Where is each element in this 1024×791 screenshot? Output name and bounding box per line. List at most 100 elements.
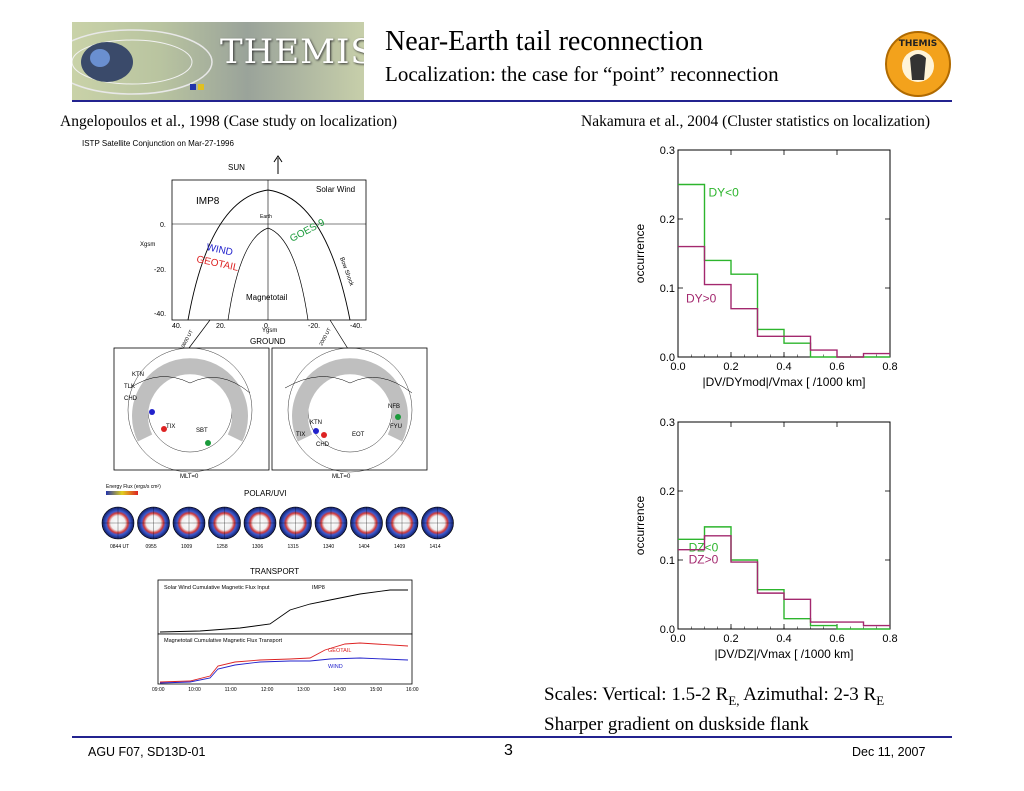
orbit-label-geotail: GEOTAIL: [195, 254, 239, 274]
orbit-panel: IMP8 Solar Wind Earth WIND GEOTAIL GOES-…: [140, 179, 367, 353]
x-tick-label: 0.8: [882, 361, 897, 373]
footer-left: AGU F07, SD13D-01: [88, 745, 206, 759]
station-label: CHD: [124, 396, 138, 402]
sun-label: SUN: [228, 163, 245, 172]
logo-text: THEMIS: [899, 39, 938, 49]
slide-title: Near-Earth tail reconnection: [385, 26, 704, 57]
figure-title: ISTP Satellite Conjunction on Mar-27-199…: [82, 139, 234, 148]
x-axis-label: |DV/DYmod|/Vmax [ /1000 km]: [703, 375, 866, 389]
x-tick-label: 0.4: [776, 361, 791, 373]
sun-arrow-icon: [273, 155, 283, 174]
mlt-label: MLT=0: [180, 474, 199, 480]
station-label: TIX: [166, 424, 175, 430]
histogram-chart-2: 0.0 0.2 0.4 0.6 0.8 0.0 0.1 0.2 0.3 occurrence |DV…: [633, 417, 898, 661]
series-line-DY<0: [678, 183, 890, 358]
series-line-DZ>0: [678, 535, 890, 627]
ground-map-right: KTN TIX CHD EOT FYU NFB MLT=0: [271, 347, 428, 480]
station-label: KTN: [132, 372, 144, 378]
x-tick-label: 0.4: [776, 633, 791, 645]
transport-title: TRANSPORT: [250, 567, 299, 576]
scales-line-1: Scales: Vertical: 1.5-2 RE, Azimuthal: 2…: [544, 684, 885, 708]
energy-flux-label: Energy Flux (ergs/s cm²): [106, 484, 161, 490]
orbit-label-imp8: IMP8: [196, 196, 220, 207]
uvi-time-label: 1306: [252, 544, 263, 550]
y-tick-label: 0.3: [660, 417, 675, 429]
transport-x-ticks: 09:00 10:00 11:00 12:00 13:00 14:00 15:00 16:00: [152, 687, 419, 693]
left-caption: Angelopoulos et al., 1998 (Case study on…: [60, 113, 398, 130]
y-tick-label: 0.2: [660, 214, 675, 226]
x-tick-label: 0.0: [670, 361, 685, 373]
uvi-time-label: 1258: [217, 544, 228, 550]
orbit-xtick: -20.: [308, 323, 320, 330]
orbit-xlabel: Ygsm: [262, 328, 277, 334]
transport-panel-lower: Magnetotail Cumulative Magnetic Flux Tra…: [157, 633, 413, 685]
right-caption: Nakamura et al., 2004 (Cluster statistic…: [581, 113, 931, 130]
transport-x-tick: 15:00: [370, 687, 383, 693]
header-rule: [72, 100, 952, 102]
magnetosphere-graphic: [72, 29, 213, 95]
station-label: TLK: [124, 384, 135, 390]
transport-lower-label: Magnetotail Cumulative Magnetic Flux Tra…: [164, 638, 282, 644]
themis-banner: THEMIS: [72, 22, 364, 100]
slide-subtitle: Localization: the case for “point” recon…: [385, 62, 779, 86]
uvi-time-label: 1315: [288, 544, 299, 550]
transport-lower-geotail: GEOTAIL: [328, 648, 351, 654]
y-tick-label: 0.3: [660, 145, 675, 157]
footer-right: Dec 11, 2007: [852, 745, 926, 759]
x-axis-label: |DV/DZ|/Vmax [ /1000 km]: [715, 647, 854, 661]
x-tick-label: 0.6: [829, 633, 844, 645]
orbit-label-wind: WIND: [205, 242, 233, 258]
series-label: DZ>0: [689, 553, 719, 567]
series-label: DY<0: [709, 186, 740, 200]
transport-x-tick: 10:00: [188, 687, 201, 693]
station-label: NFB: [388, 404, 400, 410]
uvi-time-label: 1340: [323, 544, 334, 550]
uvi-images: 0844 UT 0955 1009 1258 1306 1315 1340 1404 1409 1…: [101, 506, 454, 550]
x-tick-label: 0.8: [882, 633, 897, 645]
orbit-xtick: 20.: [216, 323, 226, 330]
orbit-xtick: 0.: [264, 323, 270, 330]
station-label: FYU: [390, 424, 402, 430]
page-number: 3: [504, 742, 513, 759]
transport-x-tick: 09:00: [152, 687, 165, 693]
orbit-time-right: 2000 UT: [318, 327, 332, 347]
transport-x-tick: 16:00: [406, 687, 419, 693]
station-label: EOT: [352, 432, 365, 438]
series-label: DY>0: [686, 292, 717, 306]
uvi-title: POLAR/UVI: [244, 489, 287, 498]
histogram-chart-1: 0.0 0.2 0.4 0.6 0.8 0.0 0.1 0.2 0.3 occurrence |DV…: [633, 145, 898, 389]
transport-x-tick: 12:00: [261, 687, 274, 693]
y-axis-label: occurrence: [633, 496, 647, 556]
uvi-time-label: 1009: [181, 544, 192, 550]
orbit-label-bow-shock: Bow Shock: [338, 257, 354, 288]
station-label: CHD: [316, 442, 330, 448]
transport-panel-upper: Solar Wind Cumulative Magnetic Flux Inpu…: [157, 579, 413, 635]
orbit-xtick: 40.: [172, 323, 182, 330]
ground-map-left: TLK CHD TIX SBT KTN MLT=0: [113, 347, 270, 480]
uvi-time-label: 1404: [359, 544, 370, 550]
mlt-label: MLT=0: [332, 474, 351, 480]
themis-logo: THEMIS: [885, 31, 951, 97]
orbit-ylabel: Xgsm: [140, 242, 155, 248]
y-tick-label: 0.1: [660, 283, 675, 295]
series-label: DZ<0: [689, 540, 719, 554]
transport-x-tick: 11:00: [225, 687, 237, 693]
series-line-DZ<0: [678, 526, 890, 630]
y-tick-label: 0.0: [660, 624, 675, 636]
orbit-ytick: 0.: [160, 222, 166, 229]
ground-title: GROUND: [250, 337, 286, 346]
series-line-DY>0: [678, 245, 890, 358]
orbit-label-earth: Earth: [260, 214, 272, 220]
x-tick-label: 0.2: [723, 633, 738, 645]
uvi-time-label: 0955: [146, 544, 157, 550]
scales-note: Scales: Vertical: 1.5-2 RE, Azimuthal: 2…: [544, 683, 884, 737]
uvi-time-label: 1414: [430, 544, 441, 550]
y-axis-label: occurrence: [633, 224, 647, 284]
uvi-time-label: 1409: [394, 544, 405, 550]
histogram-charts: 0.0 0.2 0.4 0.6 0.8 0.0 0.1 0.2 0.3 occurrence |DV…: [633, 145, 898, 661]
x-tick-label: 0.6: [829, 361, 844, 373]
station-label: KTN: [310, 420, 322, 426]
istp-conjunction-figure: ISTP Satellite Conjunction on Mar-27-199…: [82, 139, 454, 693]
magnetopause-curve: [187, 189, 351, 321]
orbit-time-left: 0600 UT: [180, 329, 194, 349]
